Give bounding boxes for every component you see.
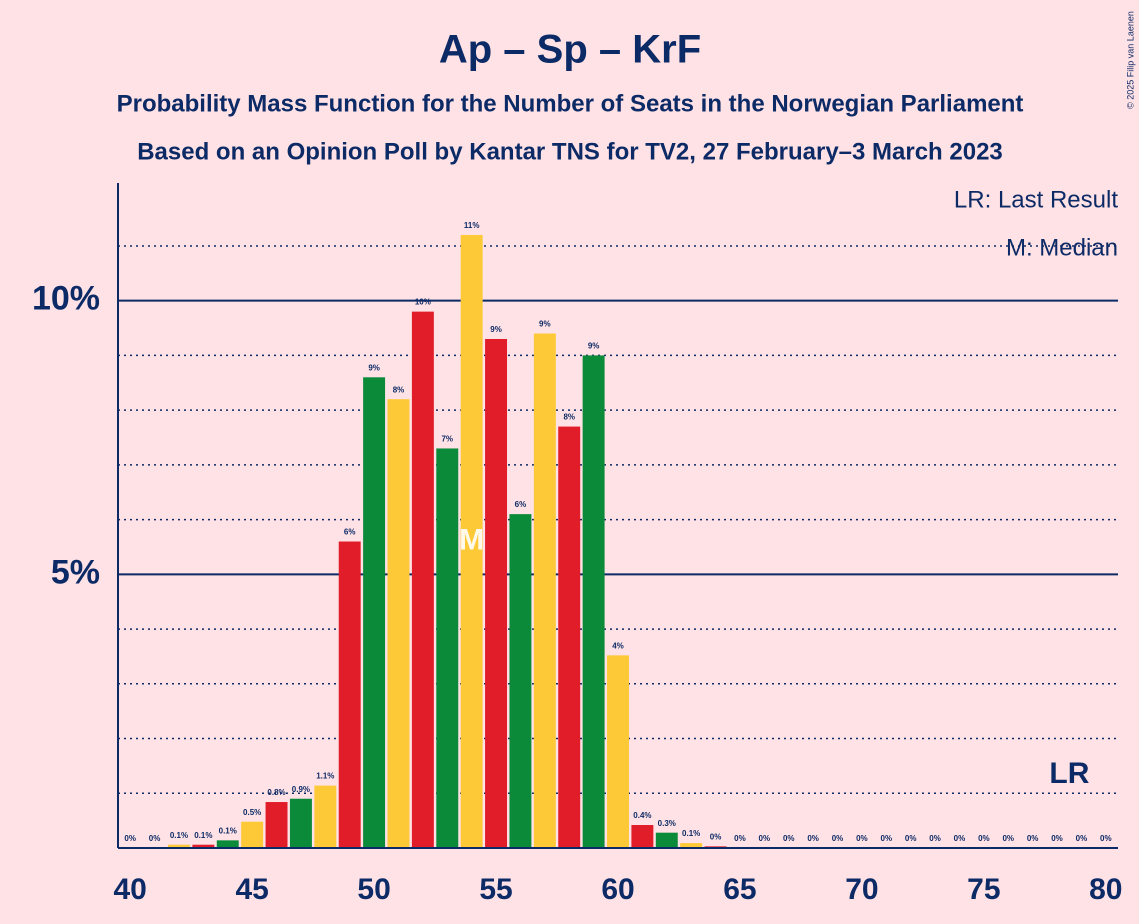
value-label: 0% <box>783 834 795 843</box>
value-label: 0% <box>759 834 771 843</box>
value-label: 0% <box>149 834 161 843</box>
y-tick-label: 10% <box>32 280 100 318</box>
value-label: 0.1% <box>194 831 212 840</box>
bar <box>485 338 508 848</box>
x-tick-label: 75 <box>967 873 1000 906</box>
value-label: 0% <box>807 834 819 843</box>
x-tick-label: 80 <box>1089 873 1122 906</box>
bar <box>192 844 215 848</box>
legend-entry: LR: Last Result <box>954 186 1118 213</box>
bar <box>411 311 434 848</box>
bar <box>607 655 629 848</box>
bar <box>265 802 288 848</box>
value-label: 0.8% <box>267 788 285 797</box>
last-result-marker: LR <box>1049 757 1089 790</box>
value-label: 0% <box>1051 834 1063 843</box>
bar <box>387 399 410 848</box>
x-tick-label: 55 <box>479 873 512 906</box>
chart-title: Ap – Sp – KrF <box>439 28 701 72</box>
value-label: 0% <box>1100 834 1112 843</box>
value-label: 8% <box>563 413 575 422</box>
value-label: 0% <box>832 834 844 843</box>
value-label: 0.1% <box>170 831 188 840</box>
value-label: 0% <box>905 834 917 843</box>
value-label: 0% <box>856 834 868 843</box>
value-label: 4% <box>612 641 624 650</box>
x-tick-label: 65 <box>723 873 756 906</box>
bar <box>314 785 337 848</box>
bar <box>655 832 678 848</box>
value-label: 9% <box>588 342 600 351</box>
value-label: 0% <box>1002 834 1014 843</box>
bar <box>680 843 703 848</box>
copyright: © 2025 Filip van Laenen <box>1125 11 1135 109</box>
x-tick-label: 60 <box>601 873 634 906</box>
y-tick-label: 5% <box>51 553 100 591</box>
value-label: 0.4% <box>633 811 651 820</box>
bar <box>289 798 312 848</box>
bar <box>582 355 605 848</box>
value-label: 0% <box>710 832 722 841</box>
value-label: 10% <box>415 298 431 307</box>
value-label: 9% <box>539 320 551 329</box>
bar <box>436 448 459 848</box>
value-label: 6% <box>515 500 527 509</box>
value-label: 0.5% <box>243 808 261 817</box>
bar <box>241 821 264 848</box>
bar <box>533 333 556 848</box>
chart-subtitle: Probability Mass Function for the Number… <box>117 90 1024 117</box>
value-label: 0% <box>978 834 990 843</box>
bar <box>558 426 581 848</box>
value-label: 0.3% <box>658 819 676 828</box>
bar <box>338 541 361 848</box>
value-label: 0% <box>881 834 893 843</box>
value-label: 9% <box>368 363 380 372</box>
chart-subtitle: Based on an Opinion Poll by Kantar TNS f… <box>137 138 1003 165</box>
value-label: 0.9% <box>292 785 310 794</box>
bar <box>509 514 532 848</box>
value-label: 9% <box>490 325 502 334</box>
bar <box>631 825 654 848</box>
value-label: 7% <box>441 435 453 444</box>
value-label: 0.1% <box>219 826 237 835</box>
x-tick-label: 70 <box>845 873 878 906</box>
bar <box>363 377 386 848</box>
value-label: 0% <box>1027 834 1039 843</box>
value-label: 0% <box>929 834 941 843</box>
x-tick-label: 50 <box>357 873 390 906</box>
x-tick-label: 40 <box>114 873 147 906</box>
value-label: 0% <box>1076 834 1088 843</box>
bar <box>460 234 483 849</box>
value-label: 1.1% <box>316 772 334 781</box>
value-label: 11% <box>464 221 480 230</box>
bar <box>216 840 239 848</box>
value-label: 0% <box>734 834 746 843</box>
x-tick-label: 45 <box>235 873 268 906</box>
value-label: 0.1% <box>682 829 700 838</box>
median-marker: M <box>459 523 484 556</box>
value-label: 6% <box>344 528 356 537</box>
value-label: 0% <box>954 834 966 843</box>
legend-entry: M: Median <box>1006 234 1118 261</box>
value-label: 8% <box>393 385 405 394</box>
bar <box>168 844 190 848</box>
value-label: 0% <box>124 834 136 843</box>
